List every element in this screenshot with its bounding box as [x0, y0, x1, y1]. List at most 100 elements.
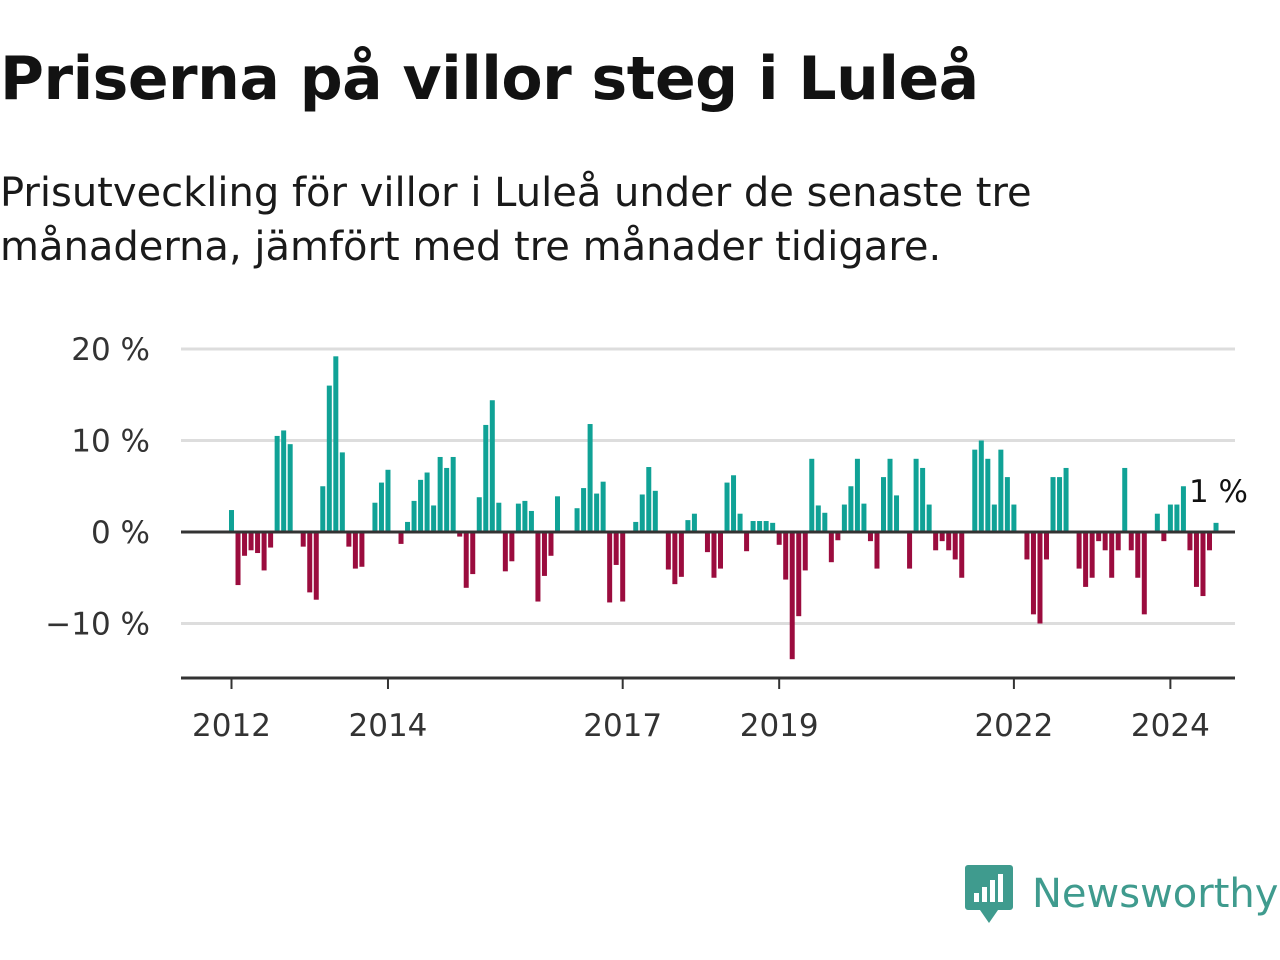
bar: [489, 400, 495, 532]
bar: [555, 496, 560, 532]
bar: [1135, 532, 1141, 578]
bar: [346, 532, 352, 547]
axes: [181, 530, 1235, 689]
bar: [333, 356, 339, 532]
bar: [881, 477, 886, 532]
bar: [1076, 532, 1082, 569]
bar: [1044, 532, 1049, 560]
bar: [1102, 532, 1108, 551]
bar: [476, 497, 482, 532]
y-tick-label: −10 %: [45, 607, 150, 643]
bar: [1122, 467, 1128, 532]
bar: [848, 486, 854, 532]
bar: [1193, 532, 1199, 587]
bar: [757, 521, 763, 532]
bar: [841, 504, 847, 532]
x-tick-label: 2022: [974, 708, 1053, 744]
bar: [307, 532, 313, 593]
bar: [907, 532, 913, 569]
bar: [1115, 532, 1121, 551]
bar: [711, 532, 717, 578]
bar: [972, 449, 978, 532]
bar: [731, 475, 737, 532]
bar: [887, 458, 893, 532]
bar: [789, 532, 795, 660]
bar: [652, 490, 658, 532]
bar: [1096, 532, 1102, 542]
bar: [744, 532, 750, 552]
bar: [776, 532, 782, 545]
bar: [620, 532, 626, 602]
bar: [1089, 532, 1095, 578]
y-tick-label: 20 %: [71, 332, 150, 368]
brand: Newsworthy: [964, 862, 1278, 926]
bar: [483, 424, 489, 532]
bar: [639, 494, 645, 533]
bar: [398, 532, 404, 544]
bar: [1141, 532, 1147, 615]
x-tick-label: 2024: [1131, 708, 1210, 744]
bar: [600, 481, 606, 533]
bar: [574, 508, 580, 532]
y-axis-labels: −10 % 0 % 10 % 20 %: [45, 332, 150, 643]
bar: [1180, 486, 1186, 532]
bar: [1200, 532, 1206, 597]
bar: [822, 512, 828, 532]
bar: [828, 532, 834, 563]
bar: [496, 502, 502, 532]
bar: [1011, 504, 1017, 532]
bar: [431, 505, 437, 532]
bar: [802, 532, 808, 571]
bar: [691, 513, 697, 532]
bar: [1050, 477, 1056, 532]
bar: [1083, 532, 1089, 587]
bars: [229, 356, 1219, 660]
bar: [939, 532, 945, 542]
bar: [718, 532, 723, 569]
bar: [320, 486, 326, 532]
bar: [594, 493, 600, 532]
bar: [1207, 532, 1212, 551]
bar: [920, 467, 926, 532]
bar: [457, 532, 463, 537]
bar: [672, 532, 678, 585]
x-axis-labels: 2012 2014 2017 2019 2022 2024: [192, 708, 1210, 744]
bar: [248, 532, 254, 551]
bar: [581, 488, 587, 532]
bar: [607, 532, 613, 603]
bar: [835, 532, 841, 541]
bar: [509, 532, 515, 562]
bar: [470, 532, 476, 575]
bar: [339, 452, 345, 532]
bar: [1024, 532, 1030, 560]
chart-subtitle: Prisutveckling för villor i Luleå under …: [0, 170, 1032, 270]
bar: [665, 532, 671, 570]
gridlines: [181, 347, 1235, 625]
bar: [1109, 532, 1115, 578]
bar: [854, 458, 860, 532]
bar: [724, 482, 730, 532]
y-tick-label: 0 %: [91, 515, 150, 551]
bar: [737, 513, 743, 532]
bar: [959, 532, 965, 578]
bar: [678, 532, 684, 577]
bar: [541, 532, 547, 576]
bar: [418, 479, 424, 533]
bar: [229, 510, 234, 532]
bar: [1154, 513, 1160, 532]
bar: [352, 532, 358, 569]
bar: [411, 500, 417, 532]
bar: [978, 440, 984, 532]
page-title: Priserna på villor steg i Luleå: [0, 44, 979, 114]
x-tick-label: 2017: [583, 708, 662, 744]
bar: [985, 458, 991, 532]
bar: [1004, 477, 1010, 532]
bar: [1063, 467, 1069, 532]
bar: [405, 521, 411, 532]
bar: [522, 500, 528, 532]
bar: [326, 385, 332, 532]
bar: [991, 504, 997, 532]
bar: [450, 456, 456, 532]
bar: [437, 456, 443, 532]
bar: [704, 532, 710, 553]
